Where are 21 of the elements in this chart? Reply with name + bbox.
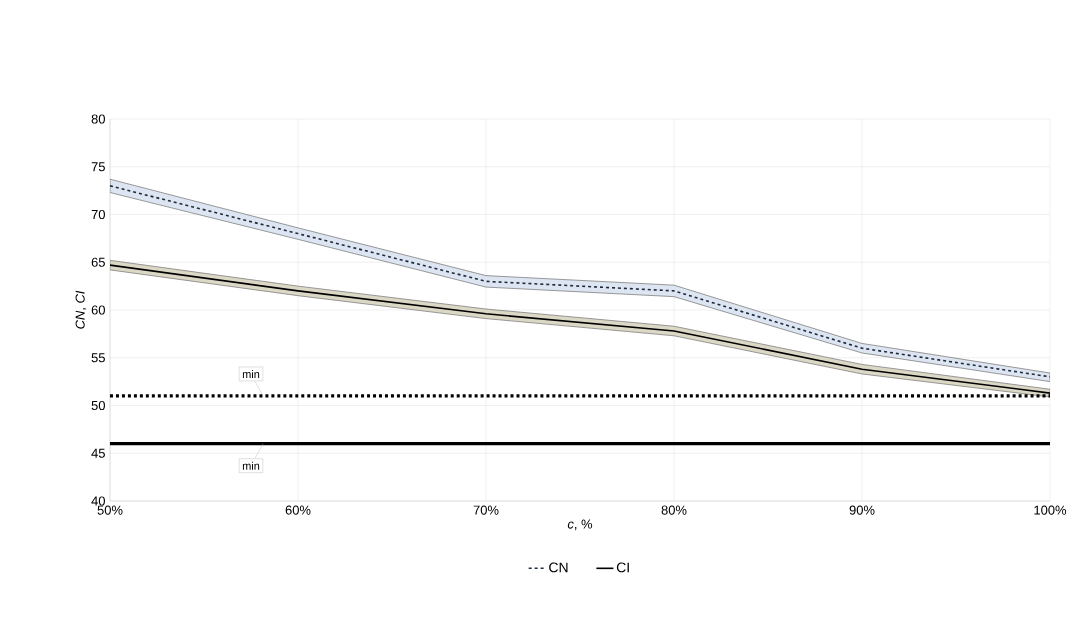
y-tick-label: 75 xyxy=(91,162,105,172)
ref-line-label: min xyxy=(242,369,260,378)
x-tick-label: 80% xyxy=(661,505,687,515)
x-tick-label: 90% xyxy=(849,505,875,515)
x-tick-label: 50% xyxy=(97,505,123,515)
y-tick-label: 60 xyxy=(91,305,105,315)
y-tick-label: 80 xyxy=(91,114,105,124)
legend-label: CN xyxy=(549,562,568,573)
y-tick-label: 40 xyxy=(91,496,105,506)
x-tick-label: 100% xyxy=(1034,505,1067,515)
legend-label: CI xyxy=(616,562,629,573)
y-tick-label: 70 xyxy=(91,209,105,220)
x-tick-label: 70% xyxy=(473,505,499,515)
x-tick-label: 60% xyxy=(285,505,311,515)
y-tick-label: 50 xyxy=(91,400,105,411)
y-tick-label: 55 xyxy=(91,353,105,363)
ref-line-label: min xyxy=(242,461,260,470)
y-axis-title: CN, CI xyxy=(75,290,87,329)
y-tick-label: 65 xyxy=(91,257,105,267)
y-tick-label: 45 xyxy=(91,448,105,458)
x-axis-title: c, % xyxy=(567,519,593,531)
